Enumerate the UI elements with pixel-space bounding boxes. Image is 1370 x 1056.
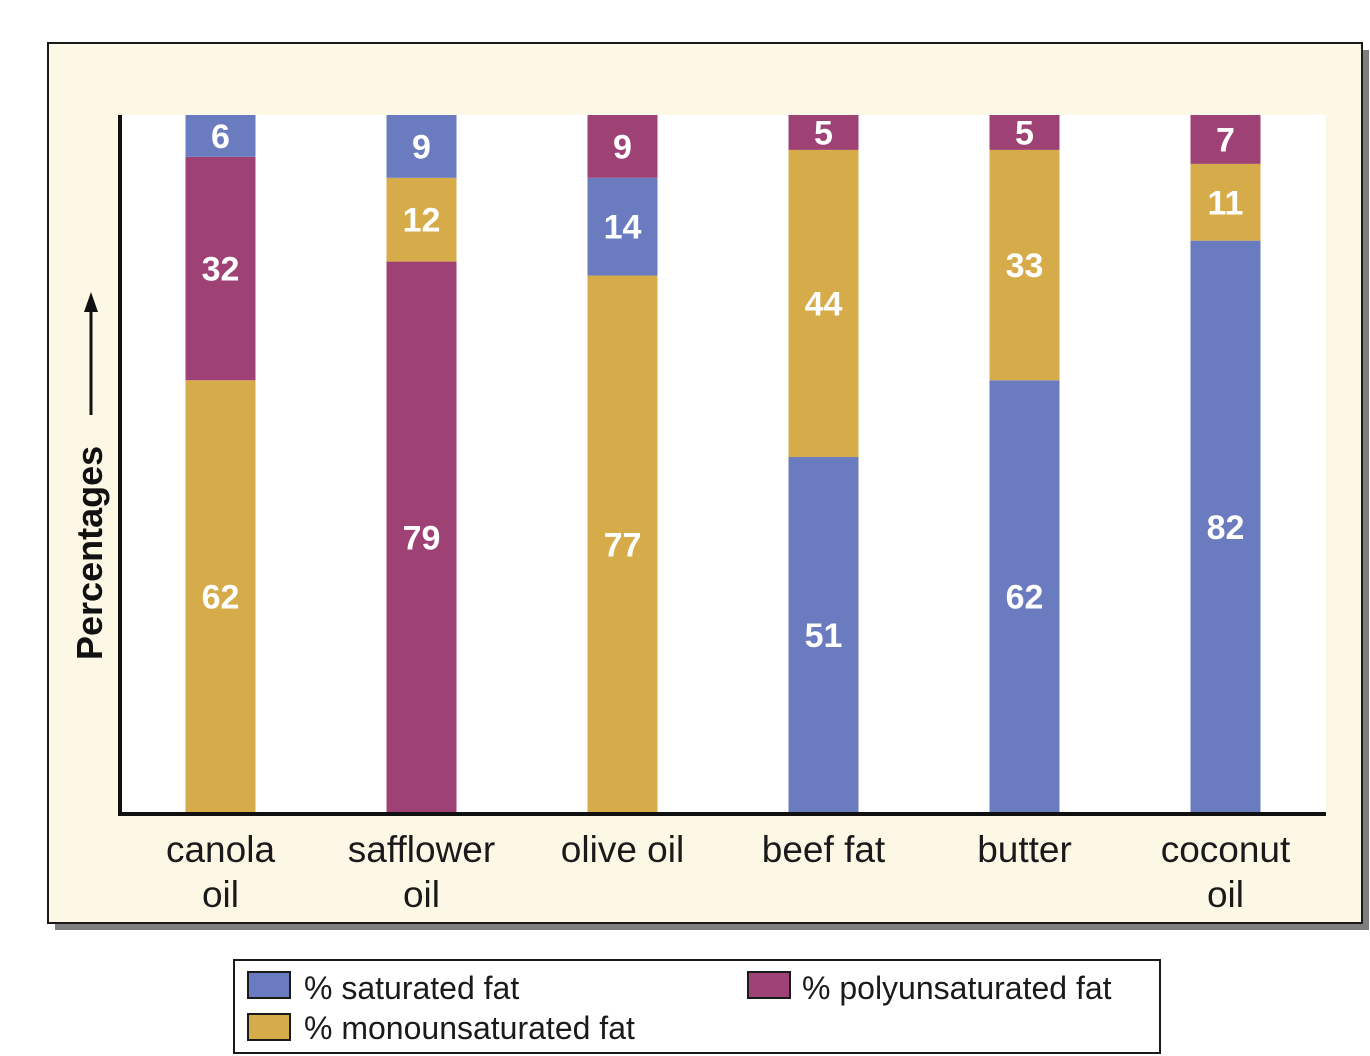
bar-segment-saturated bbox=[788, 457, 859, 813]
bar-value-label: 6 bbox=[211, 118, 230, 156]
x-tick-label: beef fat bbox=[762, 829, 886, 870]
bar-segment-polyunsaturated bbox=[386, 261, 457, 814]
bar-value-label: 62 bbox=[202, 579, 240, 617]
bar-segment-polyunsaturated bbox=[185, 156, 256, 381]
bar-value-label: 79 bbox=[403, 519, 441, 557]
plot-area bbox=[120, 115, 1326, 815]
bar-segment-saturated bbox=[587, 177, 658, 276]
bar-value-label: 44 bbox=[805, 285, 843, 323]
legend-label-monounsaturated: % monounsaturated fat bbox=[304, 1010, 635, 1046]
x-tick-label: canola bbox=[166, 829, 275, 870]
bar-segment-saturated bbox=[386, 115, 457, 178]
bar-segment-monounsaturated bbox=[1190, 163, 1261, 241]
x-tick-label: oil bbox=[403, 874, 440, 915]
x-tick-label: oil bbox=[1207, 874, 1244, 915]
bar-segment-polyunsaturated bbox=[587, 115, 658, 178]
bar-segment-saturated bbox=[989, 380, 1060, 813]
bar-value-label: 5 bbox=[814, 114, 833, 152]
x-tick-label: oil bbox=[202, 874, 239, 915]
legend-box bbox=[233, 959, 1161, 1054]
y-axis-arrow-icon bbox=[84, 292, 98, 415]
y-axis-label: Percentages bbox=[69, 446, 110, 660]
x-tick-label: safflower bbox=[348, 829, 495, 870]
category-labels: canola oil safflower oil olive oil beef fat bu… bbox=[166, 829, 1291, 915]
bar-value-label: 7 bbox=[1216, 121, 1235, 159]
bar-segment-polyunsaturated bbox=[1190, 115, 1261, 164]
bar-segment-monounsaturated bbox=[989, 149, 1060, 381]
bar-value-label: 5 bbox=[1015, 114, 1034, 152]
legend-label-polyunsaturated: % polyunsaturated fat bbox=[802, 970, 1112, 1006]
x-tick-label: butter bbox=[977, 829, 1072, 870]
bars-layer: 62 32 6 79 12 9 77 14 9 51 44 5 62 33 5 82 11 7 bbox=[185, 114, 1261, 814]
bar-value-label: 12 bbox=[403, 202, 441, 240]
bar-segment-saturated bbox=[185, 115, 256, 157]
bar-value-label: 62 bbox=[1006, 579, 1044, 617]
bar-value-label: 11 bbox=[1208, 184, 1244, 222]
bar-value-label: 32 bbox=[202, 251, 240, 289]
bar-segment-polyunsaturated bbox=[989, 115, 1060, 150]
bar-value-label: 9 bbox=[613, 128, 632, 166]
legend-swatch-saturated bbox=[247, 971, 291, 999]
bar-segment-polyunsaturated bbox=[788, 115, 859, 150]
bar-segment-monounsaturated bbox=[788, 149, 859, 458]
bar-value-label: 33 bbox=[1006, 247, 1044, 285]
bar-value-label: 82 bbox=[1207, 509, 1245, 547]
bar-value-label: 9 bbox=[412, 128, 431, 166]
legend-label-saturated: % saturated fat bbox=[304, 970, 519, 1006]
bar-value-label: 51 bbox=[805, 617, 843, 655]
x-tick-label: olive oil bbox=[561, 829, 684, 870]
legend-swatch-polyunsaturated bbox=[747, 971, 791, 999]
legend-swatch-monounsaturated bbox=[247, 1013, 291, 1041]
legend: % saturated fat % polyunsaturated fat % mo… bbox=[233, 959, 1161, 1054]
bar-segment-monounsaturated bbox=[386, 177, 457, 262]
bar-value-label: 14 bbox=[604, 209, 642, 247]
bar-segment-saturated bbox=[1190, 240, 1261, 813]
bar-value-label: 77 bbox=[604, 526, 642, 564]
bar-segment-monounsaturated bbox=[587, 275, 658, 813]
bar-segment-monounsaturated bbox=[185, 380, 256, 813]
x-tick-label: coconut bbox=[1161, 829, 1291, 870]
